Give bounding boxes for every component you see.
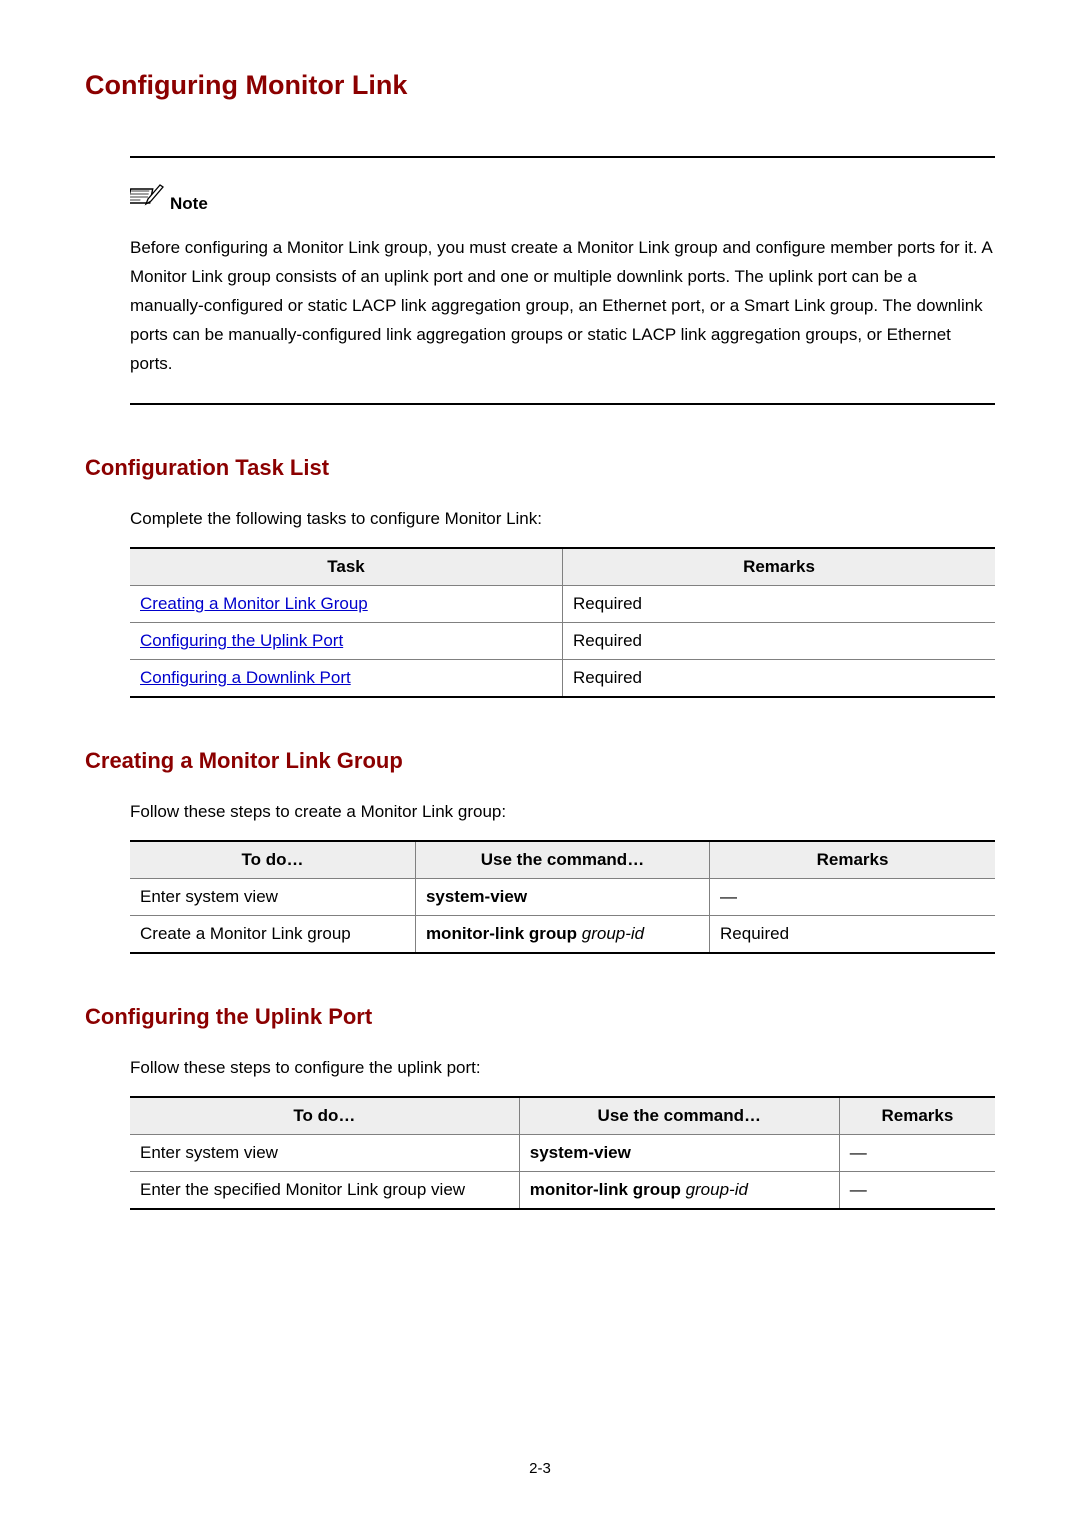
- page-title: Configuring Monitor Link: [85, 70, 995, 101]
- col-todo: To do…: [130, 841, 415, 879]
- link-configuring-downlink[interactable]: Configuring a Downlink Port: [140, 668, 351, 687]
- dash-icon: —: [850, 1143, 867, 1162]
- page-footer: 2-3: [0, 1460, 1080, 1477]
- table-header-row: To do… Use the command… Remarks: [130, 841, 995, 879]
- create-group-table: To do… Use the command… Remarks Enter sy…: [130, 840, 995, 954]
- section-heading-uplink: Configuring the Uplink Port: [85, 1004, 995, 1030]
- cell-remarks: —: [839, 1135, 995, 1172]
- section-heading-create-group: Creating a Monitor Link Group: [85, 748, 995, 774]
- task-list-table: Task Remarks Creating a Monitor Link Gro…: [130, 547, 995, 698]
- cell-todo: Enter system view: [130, 1135, 519, 1172]
- link-creating-group[interactable]: Creating a Monitor Link Group: [140, 594, 368, 613]
- cell-command: system-view: [519, 1135, 839, 1172]
- cell-command: monitor-link group group-id: [415, 916, 709, 954]
- cell-todo: Create a Monitor Link group: [130, 916, 415, 954]
- cell-remarks: Required: [563, 660, 996, 698]
- table-row: Enter system view system-view —: [130, 1135, 995, 1172]
- note-block: Note Before configuring a Monitor Link g…: [130, 156, 995, 405]
- uplink-intro: Follow these steps to configure the upli…: [130, 1058, 995, 1078]
- note-body: Before configuring a Monitor Link group,…: [130, 234, 995, 378]
- cmd-italic: group-id: [577, 924, 644, 943]
- create-group-intro: Follow these steps to create a Monitor L…: [130, 802, 995, 822]
- table-header-row: To do… Use the command… Remarks: [130, 1097, 995, 1135]
- col-remarks: Remarks: [563, 548, 996, 586]
- cell-remarks: —: [710, 879, 995, 916]
- cmd-bold: monitor-link group: [426, 924, 577, 943]
- cmd-bold: monitor-link group: [530, 1180, 681, 1199]
- col-task: Task: [130, 548, 563, 586]
- cmd-bold: system-view: [426, 887, 527, 906]
- cell-command: system-view: [415, 879, 709, 916]
- note-header: Note: [130, 183, 995, 214]
- table-header-row: Task Remarks: [130, 548, 995, 586]
- cell-todo: Enter the specified Monitor Link group v…: [130, 1172, 519, 1210]
- cell-remarks: —: [839, 1172, 995, 1210]
- uplink-table: To do… Use the command… Remarks Enter sy…: [130, 1096, 995, 1210]
- table-row: Creating a Monitor Link Group Required: [130, 586, 995, 623]
- cell-remarks: Required: [563, 586, 996, 623]
- dash-icon: —: [850, 1180, 867, 1199]
- table-row: Create a Monitor Link group monitor-link…: [130, 916, 995, 954]
- cell-remarks: Required: [710, 916, 995, 954]
- page: Configuring Monitor Link Note Before con…: [0, 0, 1080, 1527]
- col-remarks: Remarks: [839, 1097, 995, 1135]
- cmd-bold: system-view: [530, 1143, 631, 1162]
- col-command: Use the command…: [519, 1097, 839, 1135]
- task-list-intro: Complete the following tasks to configur…: [130, 509, 995, 529]
- cell-todo: Enter system view: [130, 879, 415, 916]
- note-icon: [130, 183, 166, 214]
- col-command: Use the command…: [415, 841, 709, 879]
- cmd-italic: group-id: [681, 1180, 748, 1199]
- cell-remarks: Required: [563, 623, 996, 660]
- table-row: Enter the specified Monitor Link group v…: [130, 1172, 995, 1210]
- section-heading-task-list: Configuration Task List: [85, 455, 995, 481]
- table-row: Enter system view system-view —: [130, 879, 995, 916]
- col-todo: To do…: [130, 1097, 519, 1135]
- table-row: Configuring a Downlink Port Required: [130, 660, 995, 698]
- link-configuring-uplink[interactable]: Configuring the Uplink Port: [140, 631, 343, 650]
- note-label: Note: [170, 194, 208, 214]
- dash-icon: —: [720, 887, 737, 906]
- col-remarks: Remarks: [710, 841, 995, 879]
- cell-command: monitor-link group group-id: [519, 1172, 839, 1210]
- table-row: Configuring the Uplink Port Required: [130, 623, 995, 660]
